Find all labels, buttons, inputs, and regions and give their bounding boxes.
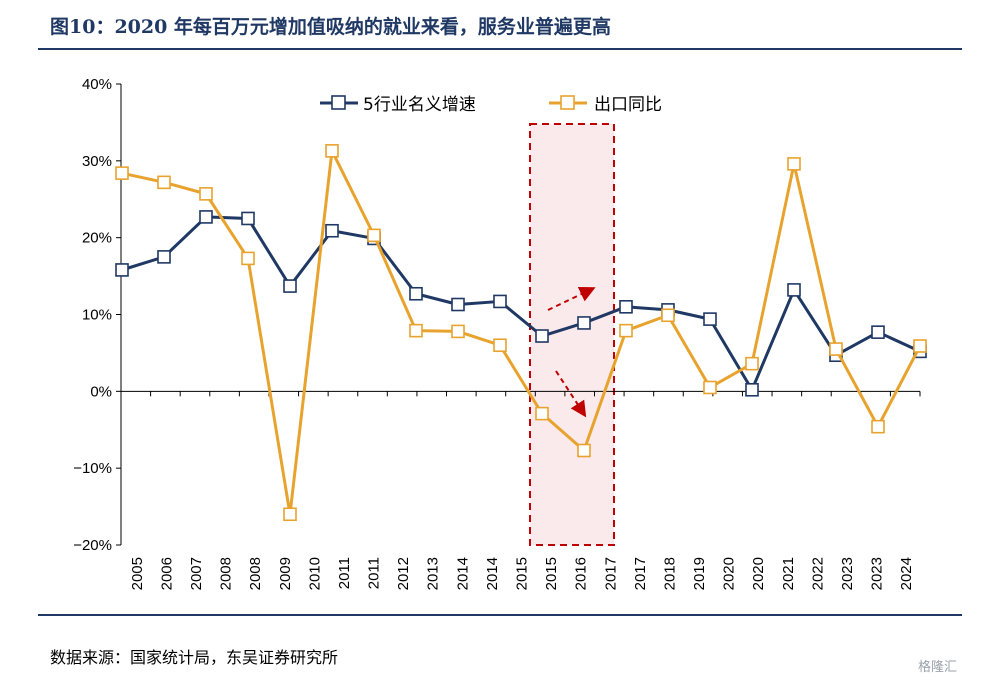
series-1-point bbox=[535, 406, 549, 421]
x-tick-label: 2020 bbox=[721, 557, 738, 590]
series-1-point bbox=[619, 323, 633, 338]
series-0-point bbox=[325, 223, 339, 238]
series-1-point bbox=[409, 323, 423, 338]
series-1-point bbox=[787, 157, 801, 171]
legend-marker-nominal-growth bbox=[331, 95, 346, 110]
x-tick-label: 2010 bbox=[306, 557, 323, 590]
x-tick-label: 2016 bbox=[573, 557, 590, 590]
series-line-0 bbox=[121, 215, 921, 392]
series-0-point bbox=[787, 283, 801, 297]
chart-title: 图10：2020 年每百万元增加值吸纳的就业来看，服务业普遍更高 bbox=[50, 16, 611, 38]
x-tick-label: 2009 bbox=[277, 557, 294, 590]
y-tick-label: −20% bbox=[73, 537, 112, 554]
series-0-point bbox=[157, 250, 171, 264]
y-tick-label: −10% bbox=[73, 460, 112, 477]
y-tick-label: 0% bbox=[90, 383, 112, 400]
series-0-point bbox=[493, 294, 507, 309]
x-tick-label: 2017 bbox=[602, 557, 619, 590]
series-1-point bbox=[451, 324, 465, 339]
x-tick-label: 2017 bbox=[632, 557, 649, 590]
y-tick-label: 40% bbox=[82, 76, 112, 93]
series-0-point bbox=[619, 300, 633, 314]
x-tick-label: 2024 bbox=[898, 557, 915, 590]
series-1-point bbox=[913, 339, 927, 353]
series-0-point bbox=[871, 325, 885, 339]
series-0-point bbox=[745, 382, 759, 397]
x-tick-label: 2015 bbox=[514, 557, 531, 590]
series-1-point bbox=[493, 338, 507, 353]
x-tick-label: 2014 bbox=[454, 557, 471, 590]
x-tick-label: 2014 bbox=[484, 557, 501, 590]
series-0-point bbox=[199, 210, 213, 224]
x-tick-label: 2018 bbox=[661, 557, 678, 590]
x-tick-label: 2022 bbox=[809, 557, 826, 590]
series-1-point bbox=[199, 187, 213, 201]
legend-label-nominal-growth: 5行业名义增速 bbox=[363, 95, 476, 115]
series-0-point bbox=[409, 286, 423, 301]
source-note: 数据来源：国家统计局，东吴证券研究所 bbox=[50, 648, 339, 667]
series-1-point bbox=[325, 144, 339, 158]
x-tick-label: 2015 bbox=[543, 557, 560, 590]
series-0-point bbox=[703, 312, 717, 326]
series-1-point bbox=[577, 443, 591, 458]
y-tick-label: 30% bbox=[82, 153, 112, 170]
legend: 5行业名义增速 出口同比 bbox=[320, 95, 662, 115]
x-tick-label: 2011 bbox=[336, 557, 353, 589]
series-1-point bbox=[703, 380, 717, 395]
axis-layer: −20% −10% 0% 10% 20% 30% 40% 2005 2006 2007 2008 20… bbox=[73, 76, 921, 590]
series-1-point bbox=[367, 228, 381, 243]
series-0-point bbox=[115, 263, 129, 277]
series-0-point bbox=[577, 316, 591, 330]
series-0-point bbox=[451, 297, 465, 312]
series-1-point bbox=[157, 175, 171, 190]
x-tick-label: 2012 bbox=[395, 557, 412, 590]
source-rule bbox=[38, 614, 962, 616]
series-1-point bbox=[871, 419, 885, 434]
y-tick-label: 20% bbox=[82, 230, 112, 247]
series-1-point bbox=[745, 356, 759, 371]
x-tick-label: 2011 bbox=[366, 557, 383, 589]
y-tick-label: 10% bbox=[82, 307, 112, 324]
series-1-point bbox=[283, 507, 297, 522]
series-line-1 bbox=[121, 149, 922, 516]
x-tick-label: 2006 bbox=[158, 557, 175, 590]
x-tick-label: 2020 bbox=[750, 557, 767, 590]
x-tick-label: 2007 bbox=[188, 557, 205, 590]
series-0-point bbox=[241, 211, 255, 226]
legend-marker-export-yoy bbox=[560, 95, 575, 110]
x-tick-label: 2013 bbox=[425, 557, 442, 590]
x-tick-label: 2023 bbox=[869, 557, 886, 590]
series-1-point bbox=[829, 342, 843, 356]
x-tick-label: 2008 bbox=[218, 557, 235, 590]
series-layer bbox=[115, 144, 927, 522]
series-1-point bbox=[115, 166, 129, 180]
x-tick-label: 2008 bbox=[247, 557, 264, 590]
series-1-point bbox=[661, 308, 675, 323]
series-0-point bbox=[535, 329, 549, 343]
series-0-point bbox=[283, 279, 297, 293]
watermark: 格隆汇 bbox=[918, 660, 958, 675]
arrow-layer bbox=[547, 286, 596, 418]
legend-label-export-yoy: 出口同比 bbox=[594, 95, 662, 115]
arrow-up-right bbox=[547, 286, 596, 311]
x-tick-label: 2019 bbox=[691, 557, 708, 590]
x-tick-label: 2023 bbox=[839, 557, 856, 590]
x-tick-label: 2021 bbox=[780, 557, 797, 590]
x-tick-label: 2005 bbox=[129, 557, 146, 590]
series-1-point bbox=[241, 251, 255, 266]
title-rule bbox=[38, 48, 962, 50]
